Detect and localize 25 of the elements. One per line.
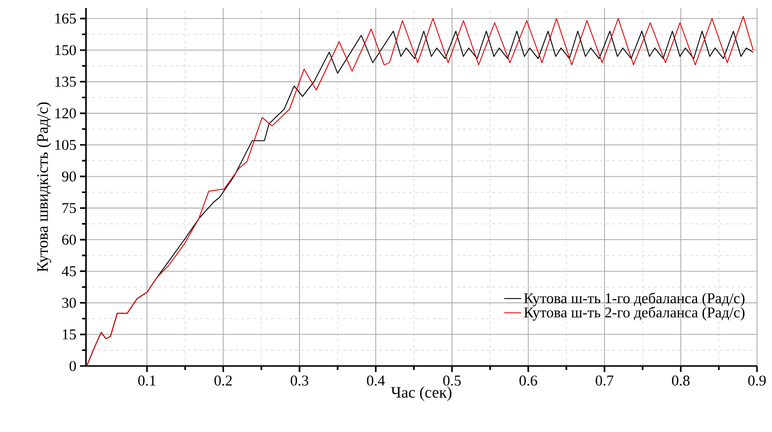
x-tick-label: 0.4 xyxy=(366,376,385,386)
y-tick-label: 75 xyxy=(62,203,76,214)
x-tick-label: 0.2 xyxy=(214,376,232,386)
y-tick-label: 15 xyxy=(62,329,76,340)
x-tick-label: 0.3 xyxy=(290,376,308,386)
legend-label: Кутова ш-ть 1-го дебаланса (Рад/с) xyxy=(524,292,744,306)
x-tick-label: 0.7 xyxy=(596,376,614,386)
y-tick-label: 30 xyxy=(62,298,76,308)
y-tick-label: 135 xyxy=(55,76,76,87)
y-tick-label: 150 xyxy=(55,45,76,56)
x-tick-label: 0.5 xyxy=(443,376,461,386)
y-tick-label: 165 xyxy=(55,14,76,24)
y-tick-label: 60 xyxy=(62,234,76,245)
x-tick-label: 0.6 xyxy=(519,376,538,386)
x-axis-title: Час (сек) xyxy=(391,386,452,401)
legend-label: Кутова ш-ть 2-го дебаланса (Рад/с) xyxy=(524,306,744,321)
x-tick-label: 0.8 xyxy=(672,376,690,386)
y-tick-label: 120 xyxy=(55,108,76,118)
x-tick-label: 0.1 xyxy=(138,376,156,386)
y-tick-label: 90 xyxy=(62,171,76,182)
y-axis-title: Кутова швидкість (Рад/с) xyxy=(36,102,52,272)
x-tick-label: 0.9 xyxy=(748,376,766,386)
y-tick-label: 45 xyxy=(62,266,76,276)
y-tick-label: 105 xyxy=(55,140,76,150)
y-tick-label: 0 xyxy=(70,360,76,372)
